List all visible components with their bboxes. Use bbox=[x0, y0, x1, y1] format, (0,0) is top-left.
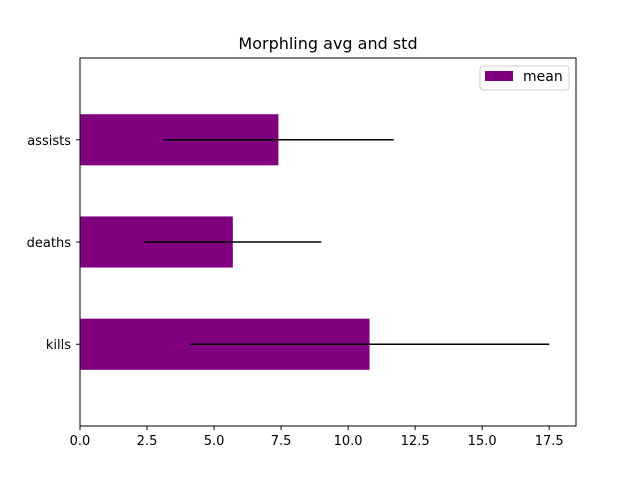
x-tick-label: 0.0 bbox=[70, 434, 91, 449]
y-tick-label-kills: kills bbox=[46, 338, 71, 353]
y-tick-label-deaths: deaths bbox=[27, 236, 72, 251]
x-tick-label: 17.5 bbox=[535, 434, 564, 449]
error-bars-layer bbox=[144, 139, 550, 345]
legend: mean bbox=[479, 65, 570, 91]
legend-label: mean bbox=[523, 69, 563, 85]
x-tick-label: 5.0 bbox=[204, 434, 225, 449]
x-axis: 0.0 2.5 5.0 7.5 10.0 12.5 15.0 17.5 bbox=[70, 426, 564, 449]
legend-swatch bbox=[485, 71, 513, 81]
x-tick-label: 10.0 bbox=[334, 434, 363, 449]
chart-title: Morphling avg and std bbox=[238, 34, 417, 53]
x-tick-label: 7.5 bbox=[271, 434, 292, 449]
y-tick-label-assists: assists bbox=[27, 134, 71, 149]
x-tick-label: 15.0 bbox=[468, 434, 497, 449]
y-axis: kills deaths assists bbox=[27, 134, 80, 353]
x-tick-label: 2.5 bbox=[137, 434, 158, 449]
x-tick-label: 12.5 bbox=[401, 434, 430, 449]
